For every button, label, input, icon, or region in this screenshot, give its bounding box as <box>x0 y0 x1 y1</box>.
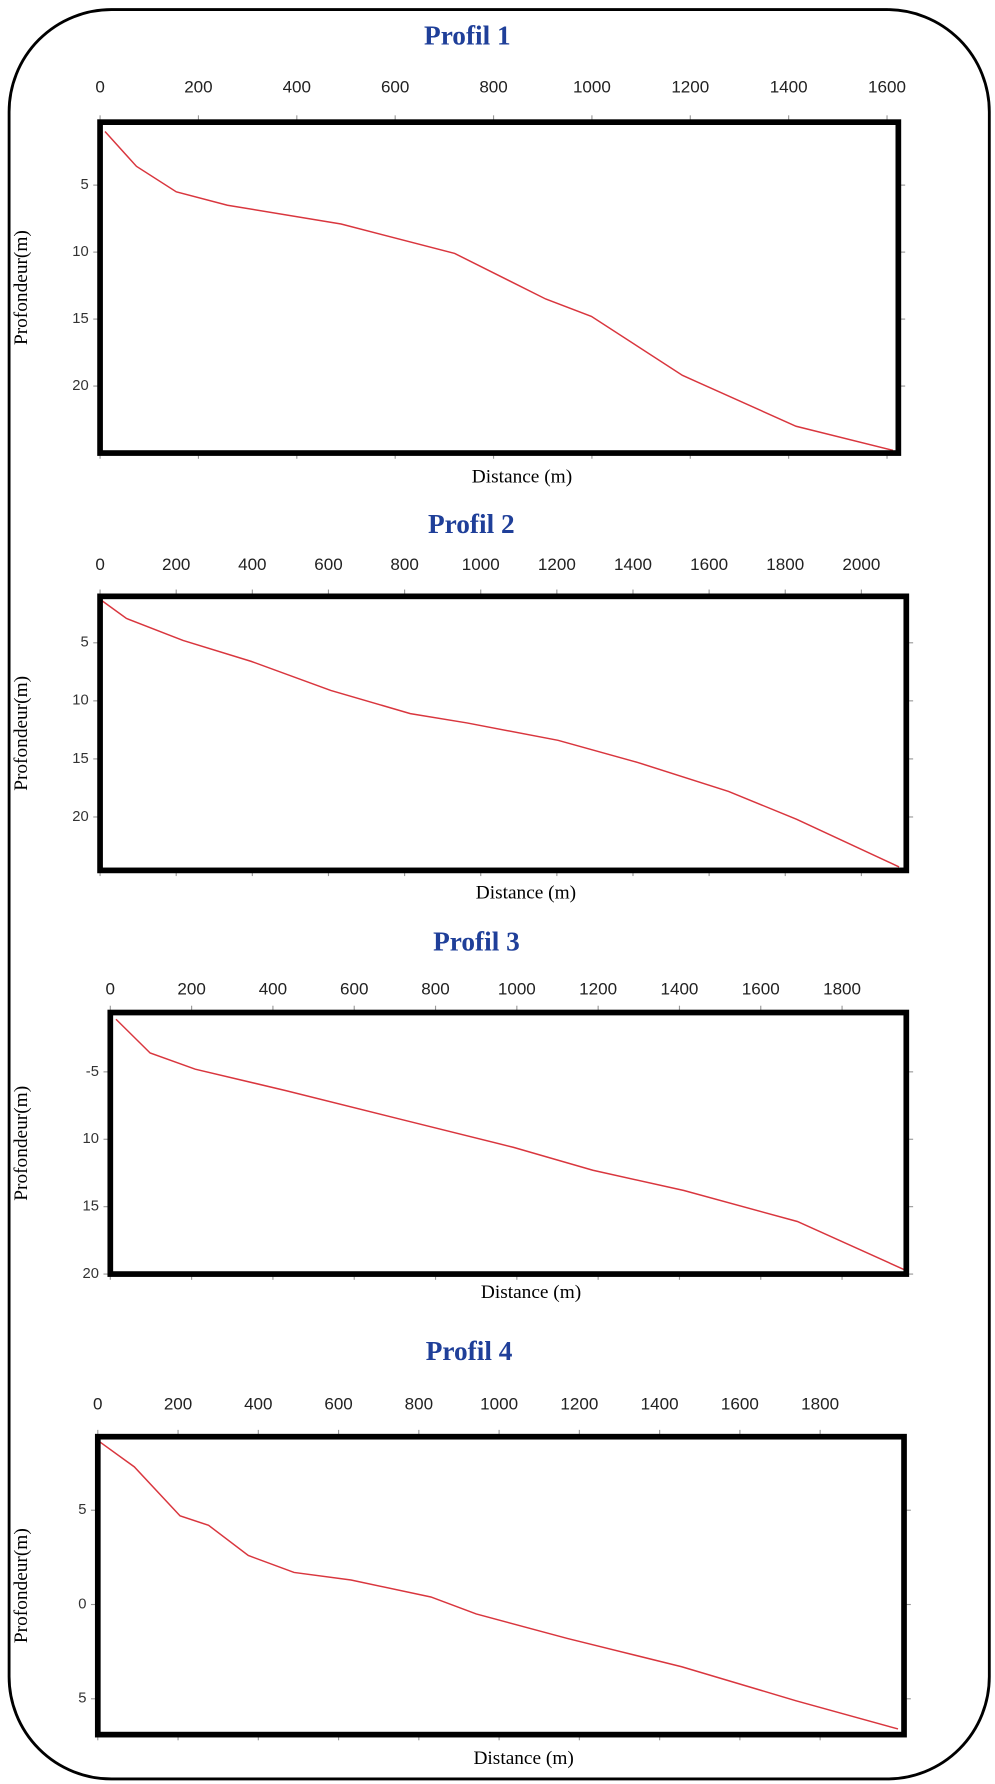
plot-frame <box>94 1433 907 1738</box>
x-tick-label: 1800 <box>823 979 861 998</box>
y-tick-label: 5 <box>80 635 88 651</box>
y-tick-label: 20 <box>82 1266 98 1282</box>
y-tick-label: 15 <box>72 311 88 327</box>
plot-frame <box>97 119 902 456</box>
x-tick-label: 1600 <box>721 1394 759 1413</box>
y-tick-label: 5 <box>80 177 88 193</box>
x-tick-label: 800 <box>390 555 418 574</box>
y-tick-label: 15 <box>72 751 88 767</box>
x-tick-label: 600 <box>381 78 409 97</box>
x-tick-label: 800 <box>421 979 449 998</box>
x-tick-label: 1400 <box>660 979 698 998</box>
y-axis-label: Profondeur(m) <box>11 1086 32 1201</box>
y-tick-label: 20 <box>72 809 88 825</box>
x-tick-label: 800 <box>479 78 507 97</box>
x-tick-label: 1600 <box>690 555 728 574</box>
x-tick-label: 0 <box>95 555 104 574</box>
x-tick-label: 200 <box>162 555 190 574</box>
x-tick-label: 400 <box>283 78 311 97</box>
x-axis-label: Distance (m) <box>473 1748 573 1769</box>
y-axis-label: Profondeur(m) <box>11 676 32 791</box>
x-tick-label: 0 <box>93 1394 102 1413</box>
x-tick-label: 1200 <box>538 555 576 574</box>
x-tick-label: 1600 <box>868 78 906 97</box>
x-tick-label: 1400 <box>770 78 808 97</box>
x-tick-label: 1400 <box>641 1394 679 1413</box>
plot-frame <box>97 593 910 874</box>
x-tick-label: 0 <box>106 979 115 998</box>
plot-frame <box>107 1009 910 1277</box>
chart-title: Profil 2 <box>428 509 515 539</box>
x-tick-label: 1800 <box>766 555 804 574</box>
y-tick-label: -5 <box>86 1064 99 1080</box>
x-axis-label: Distance (m) <box>476 883 576 904</box>
chart-title: Profil 1 <box>424 20 511 50</box>
x-tick-label: 2000 <box>842 555 880 574</box>
x-tick-label: 1400 <box>614 555 652 574</box>
data-line <box>104 131 894 452</box>
y-axis-label: Profondeur(m) <box>11 230 32 345</box>
x-tick-label: 1000 <box>462 555 500 574</box>
y-tick-label: 10 <box>72 244 88 260</box>
x-tick-label: 200 <box>184 78 212 97</box>
x-tick-label: 400 <box>238 555 266 574</box>
x-tick-label: 1000 <box>480 1394 518 1413</box>
x-tick-label: 200 <box>164 1394 192 1413</box>
x-tick-label: 1200 <box>671 78 709 97</box>
y-tick-label: 10 <box>72 693 88 709</box>
x-tick-label: 600 <box>340 979 368 998</box>
data-line <box>101 600 900 868</box>
x-tick-label: 1200 <box>560 1394 598 1413</box>
x-tick-label: 1000 <box>498 979 536 998</box>
chart-title: Profil 3 <box>433 927 520 957</box>
x-tick-label: 600 <box>324 1394 352 1413</box>
y-tick-label: 5 <box>78 1691 86 1707</box>
x-tick-label: 200 <box>177 979 205 998</box>
x-tick-label: 1800 <box>801 1394 839 1413</box>
y-tick-label: 0 <box>78 1596 86 1612</box>
y-tick-label: 20 <box>72 378 88 394</box>
y-tick-label: 15 <box>82 1199 98 1215</box>
chart-title: Profil 4 <box>426 1336 513 1366</box>
data-line <box>115 1018 906 1271</box>
y-tick-label: 5 <box>78 1502 86 1518</box>
y-axis-label: Profondeur(m) <box>11 1528 32 1643</box>
x-tick-label: 400 <box>244 1394 272 1413</box>
x-tick-label: 400 <box>259 979 287 998</box>
x-tick-label: 0 <box>95 78 104 97</box>
x-tick-label: 1600 <box>742 979 780 998</box>
x-tick-label: 600 <box>314 555 342 574</box>
x-axis-label: Distance (m) <box>472 467 572 488</box>
x-axis-label: Distance (m) <box>481 1282 581 1303</box>
x-tick-label: 800 <box>405 1394 433 1413</box>
x-tick-label: 1200 <box>579 979 617 998</box>
y-tick-label: 10 <box>82 1131 98 1147</box>
data-line <box>97 1439 899 1730</box>
x-tick-label: 1000 <box>573 78 611 97</box>
